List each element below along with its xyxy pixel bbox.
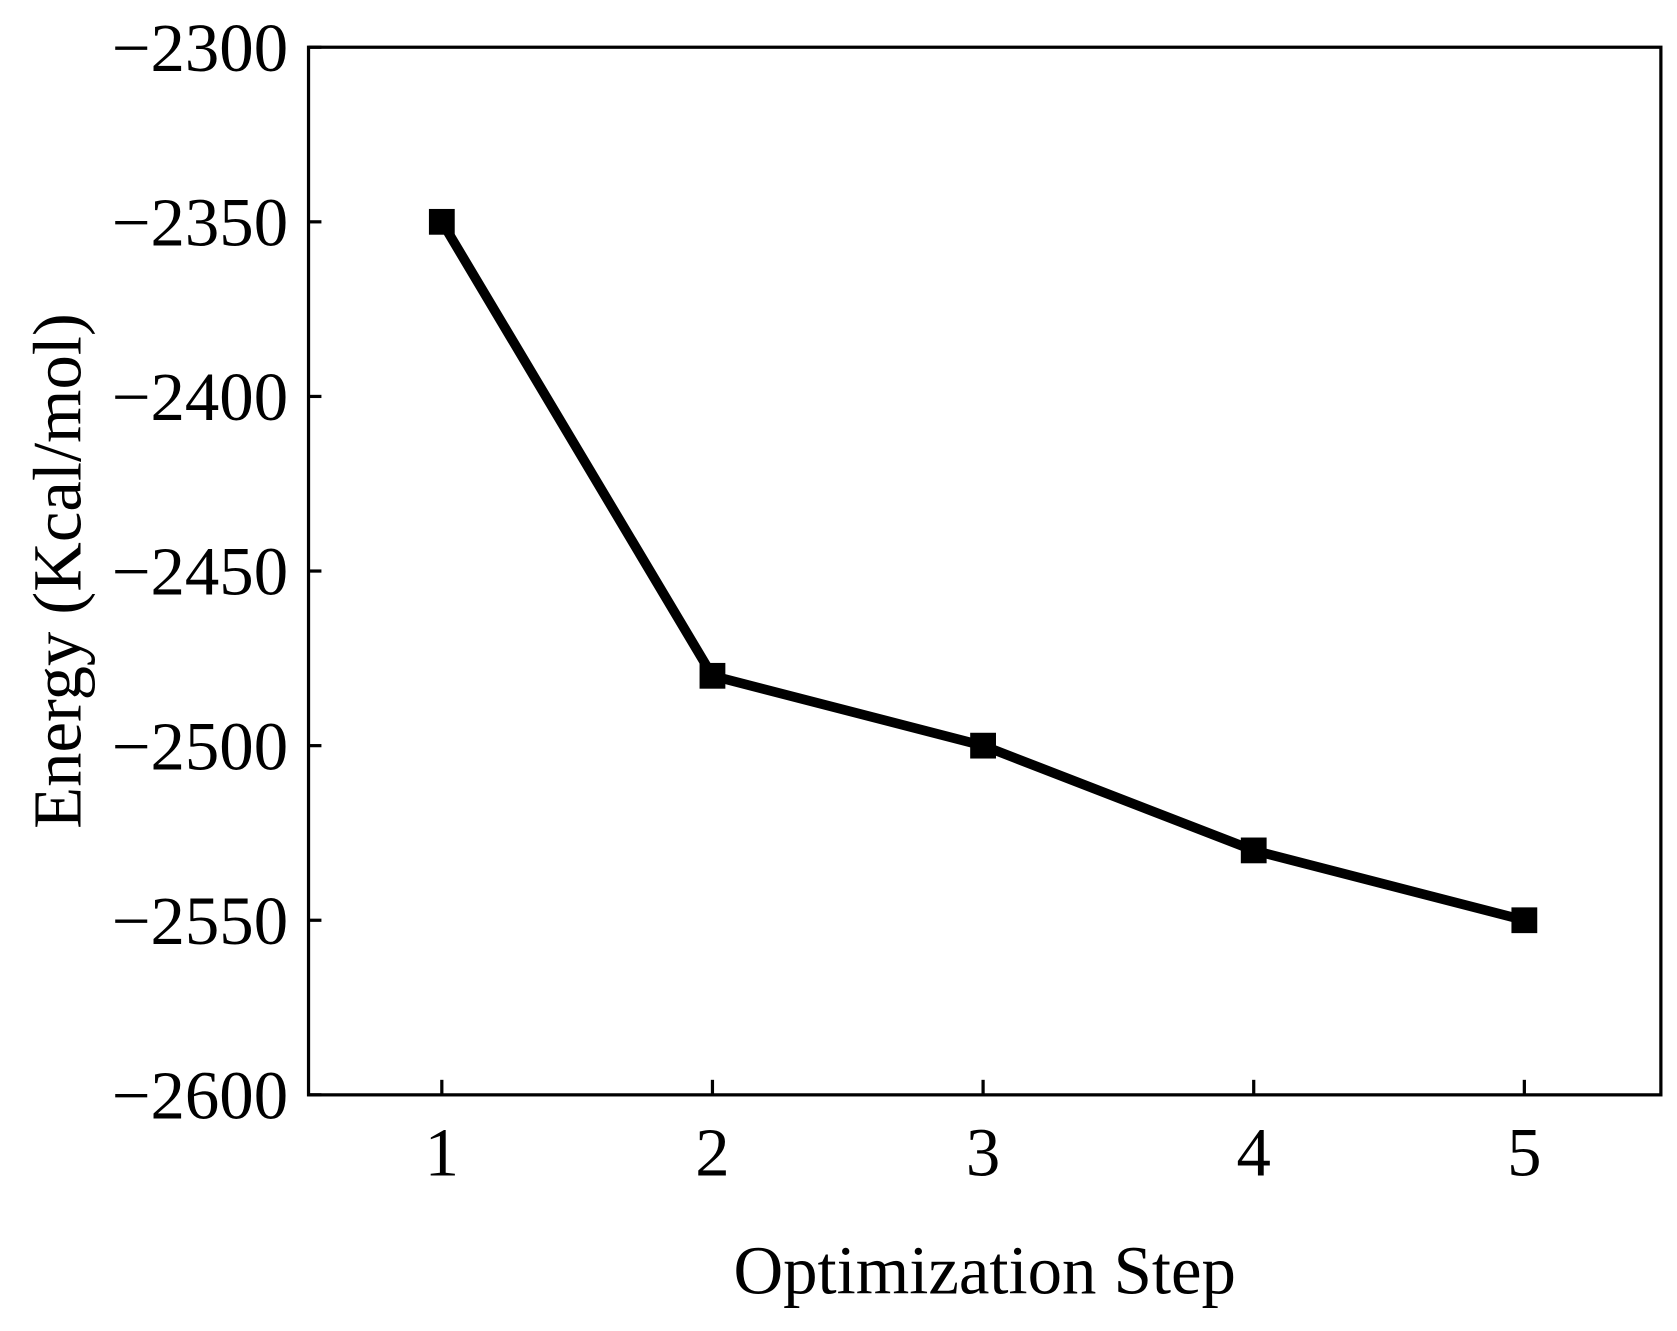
x-axis-label: Optimization Step: [733, 1232, 1235, 1308]
plot-frame: [306, 45, 1663, 1097]
y-axis-label: Energy (Kcal/mol): [20, 313, 96, 829]
series-line: [437, 219, 1526, 925]
data-point-step-5: [1511, 907, 1538, 934]
y-tick-label: −2550: [112, 883, 288, 959]
data-point-step-2: [699, 662, 726, 689]
y-tick-label: −2450: [112, 534, 288, 610]
data-point-step-4: [1240, 837, 1267, 864]
data-point-step-3: [970, 732, 996, 759]
y-tick-label: −2500: [112, 708, 288, 784]
x-tick-label: 5: [1507, 1114, 1541, 1190]
data-point-step-1: [428, 208, 455, 235]
x-tick-label: 2: [695, 1114, 729, 1190]
y-tick-label: −2600: [112, 1058, 288, 1134]
x-tick-label: 3: [966, 1114, 1000, 1190]
y-tick-label: −2300: [112, 10, 288, 86]
x-tick-label: 1: [425, 1114, 459, 1190]
x-tick-label: 4: [1237, 1114, 1271, 1190]
y-tick-label: −2350: [112, 184, 288, 260]
y-tick-label: −2400: [112, 359, 288, 435]
